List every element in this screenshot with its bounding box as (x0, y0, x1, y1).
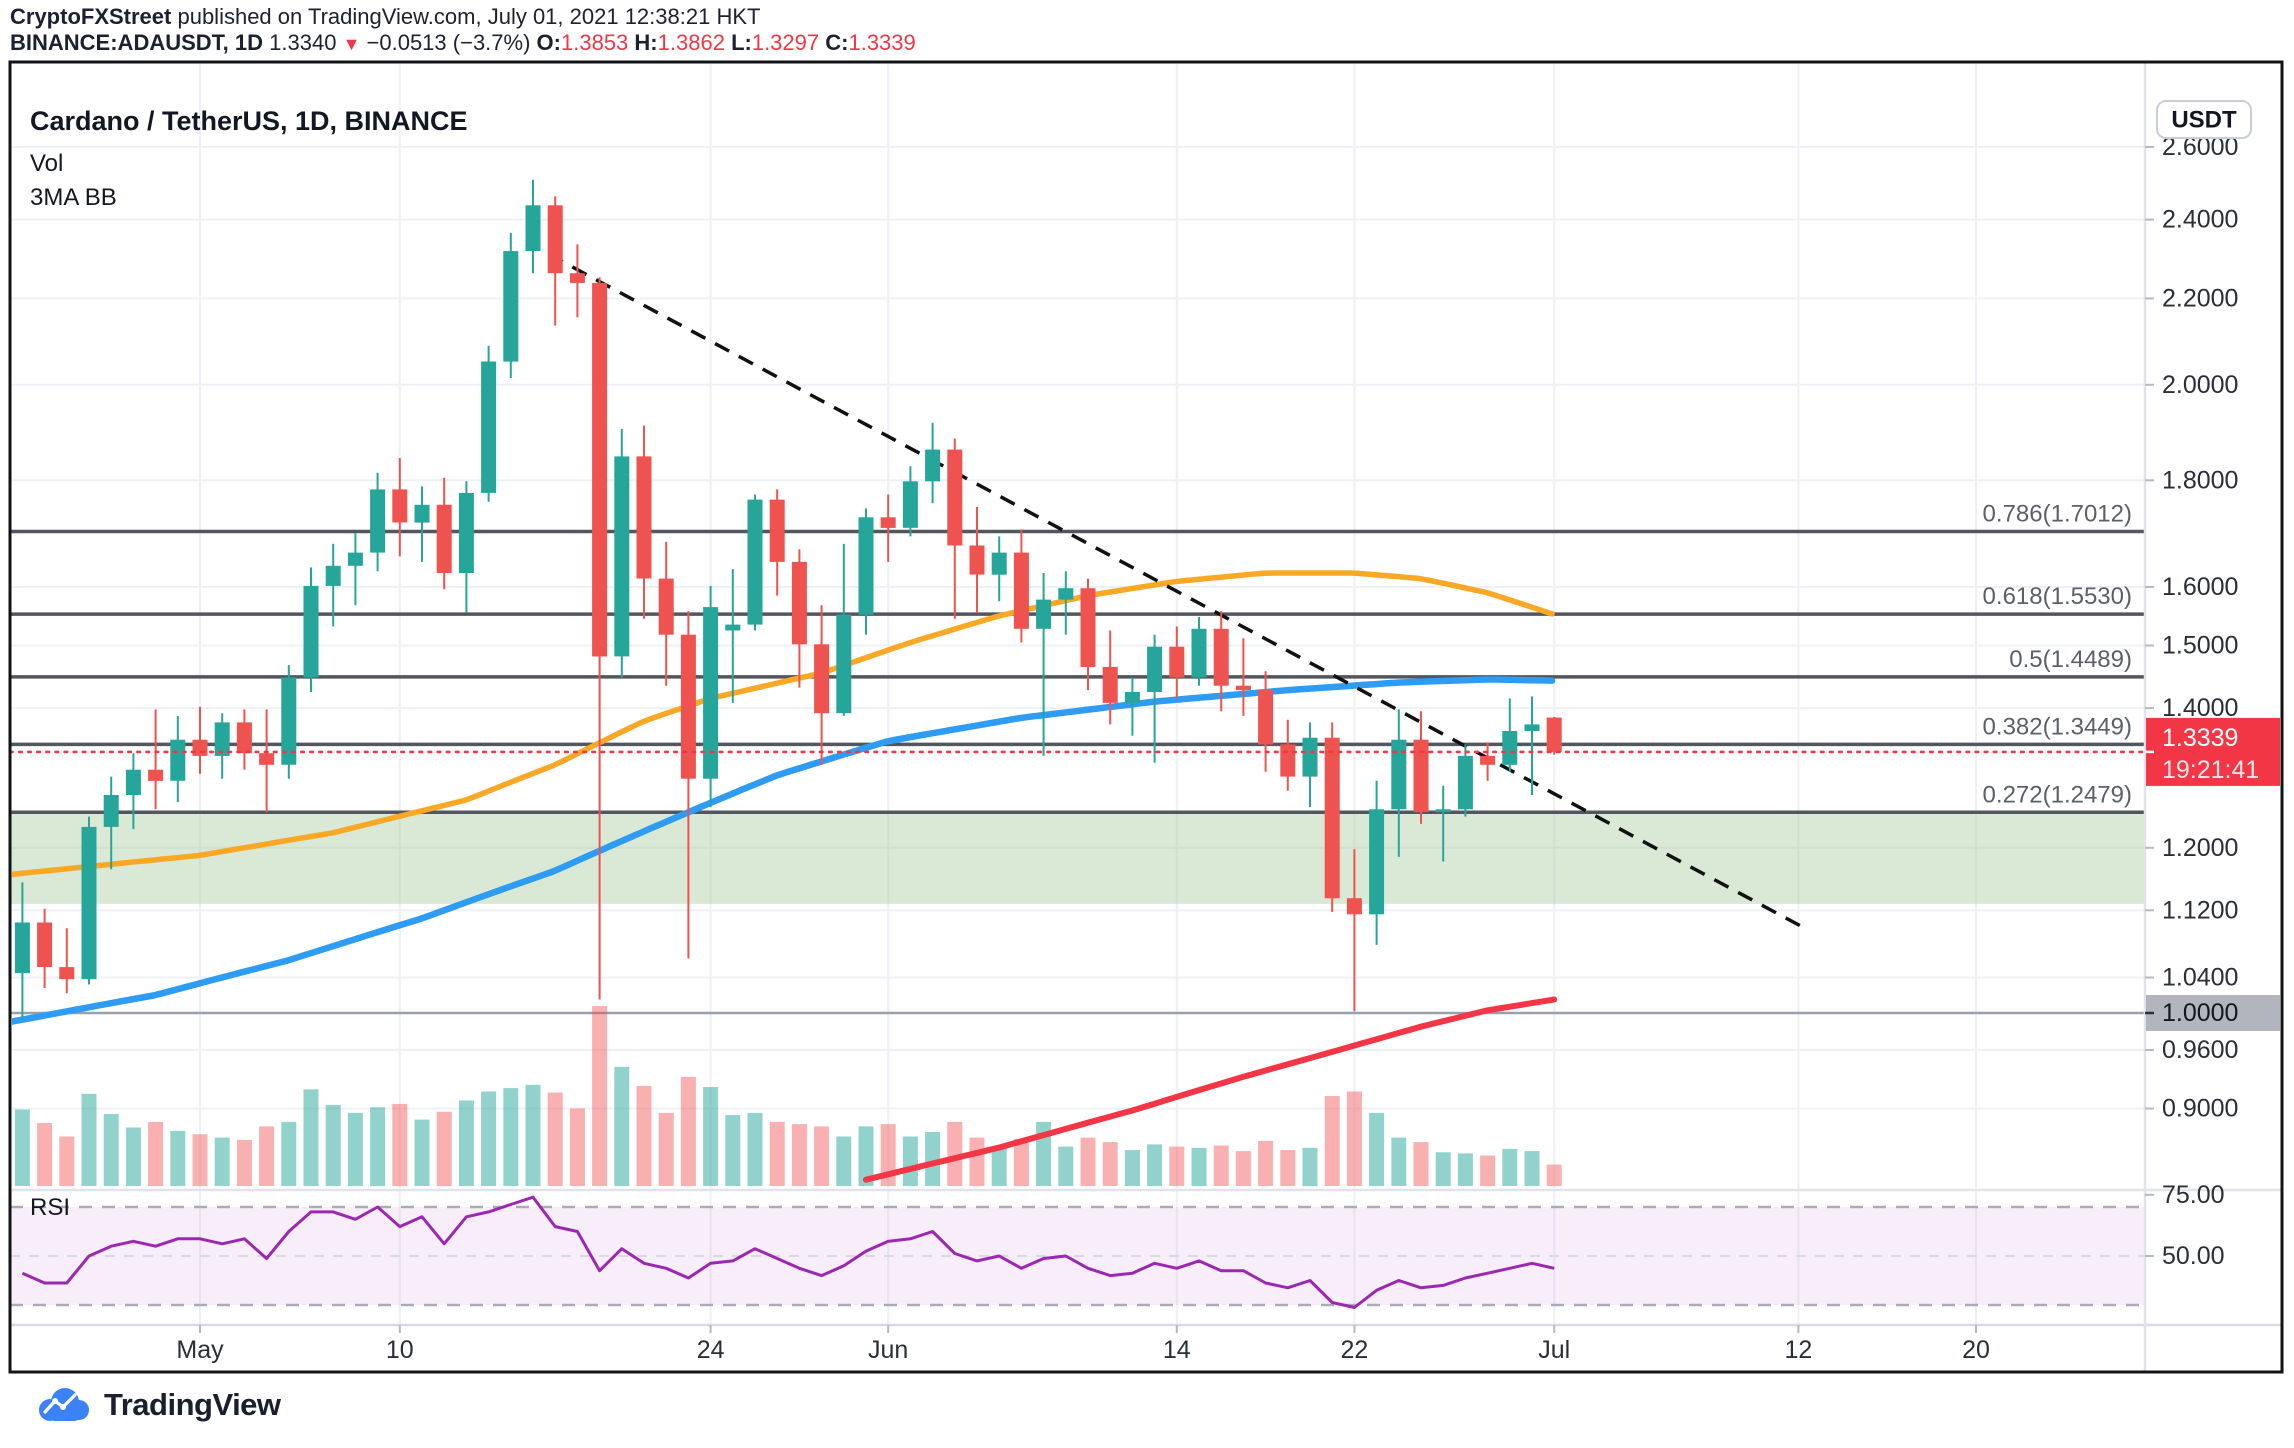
published-text: published on TradingView.com, July 01, 2… (171, 4, 761, 29)
fib-labels: 0.786(1.7012) 0.618(1.5530) 0.5(1.4489) 0.3… (1983, 501, 2132, 809)
psych-level-badge: 1.0000 (2145, 995, 2280, 1031)
svg-text:1.4000: 1.4000 (2162, 694, 2238, 722)
svg-text:1.3339: 1.3339 (2162, 724, 2238, 752)
close-value: 1.3339 (848, 30, 916, 55)
price-gridlines (10, 146, 2145, 1110)
svg-text:0.618(1.5530): 0.618(1.5530) (1983, 583, 2132, 610)
descending-trendline[interactable] (547, 252, 1811, 933)
close-label: C: (825, 30, 849, 55)
svg-text:1.0000: 1.0000 (2162, 999, 2238, 1027)
svg-text:1.2000: 1.2000 (2162, 834, 2238, 862)
ma-red-line[interactable] (863, 996, 1558, 1183)
svg-text:1.6000: 1.6000 (2162, 573, 2238, 601)
svg-text:USDT: USDT (2171, 107, 2237, 134)
price-axis[interactable]: 2.60002.40002.20002.00001.80001.60001.50… (2145, 133, 2238, 1123)
rsi-line (21, 1195, 1555, 1309)
legend-ma-bb-indicator[interactable]: 3MA BB (30, 184, 117, 211)
legend-rsi-indicator[interactable]: RSI (30, 1194, 71, 1221)
time-axis[interactable]: May 10 24 Jun 14 22 Jul 12 20 (176, 1325, 1990, 1364)
low-value: 1.3297 (751, 30, 820, 55)
rsi-axis[interactable]: 75.00 50.00 (2145, 1181, 2225, 1270)
publisher-name: CryptoFXStreet (10, 4, 172, 29)
low-label: L: (731, 30, 752, 55)
svg-text:0.5(1.4489): 0.5(1.4489) (2009, 646, 2132, 673)
tradingview-cloud-icon (39, 1388, 89, 1421)
ma-yellow-line[interactable] (9, 570, 1555, 878)
tradingview-logo[interactable]: TradingView (36, 1386, 281, 1424)
fib-retracement-lines[interactable] (10, 529, 2145, 815)
svg-text:0.9600: 0.9600 (2162, 1036, 2238, 1064)
high-value: 1.3862 (657, 30, 725, 55)
svg-text:0.382(1.3449): 0.382(1.3449) (1983, 713, 2132, 740)
last-price-badge: 1.3339 19:21:41 (2145, 717, 2280, 786)
svg-text:24: 24 (697, 1336, 725, 1364)
ticker-change: −0.0513 (−3.7%) (366, 30, 531, 55)
svg-text:1.8000: 1.8000 (2162, 466, 2238, 494)
svg-text:1.0400: 1.0400 (2162, 964, 2238, 992)
svg-text:50.00: 50.00 (2162, 1242, 2225, 1270)
ticker-line: BINANCE:ADAUSDT, 1D 1.3340 ▼ −0.0513 (−3… (10, 30, 916, 57)
svg-text:22: 22 (1340, 1336, 1368, 1364)
svg-text:May: May (176, 1336, 224, 1364)
tradingview-wordmark: TradingView (104, 1387, 281, 1422)
ma-blue-line[interactable] (9, 676, 1556, 1025)
demand-zone (10, 812, 2145, 904)
chart-title: Cardano / TetherUS, 1D, BINANCE (30, 106, 468, 136)
volume-bars (14, 1006, 1562, 1187)
svg-text:0.272(1.2479): 0.272(1.2479) (1983, 781, 2132, 808)
svg-text:2.0000: 2.0000 (2162, 371, 2238, 399)
legend-volume-indicator[interactable]: Vol (30, 150, 64, 177)
candlesticks (14, 179, 1562, 1021)
pane-separators[interactable] (10, 62, 2282, 1372)
svg-text:2.2000: 2.2000 (2162, 284, 2238, 312)
open-label: O: (536, 30, 561, 55)
svg-text:0.9000: 0.9000 (2162, 1095, 2238, 1123)
chart-frame (8, 60, 2284, 1374)
down-arrow-icon: ▼ (342, 34, 361, 54)
bar-countdown: 19:21:41 (2162, 756, 2259, 784)
open-value: 1.3853 (561, 30, 629, 55)
currency-toggle-button[interactable]: USDT (2156, 100, 2252, 139)
ticker-symbol: BINANCE:ADAUSDT, 1D (10, 30, 264, 55)
ticker-last-price: 1.3340 (269, 30, 337, 55)
svg-text:Jun: Jun (868, 1336, 908, 1364)
rsi-pane[interactable] (10, 1195, 2145, 1309)
svg-text:14: 14 (1163, 1336, 1191, 1364)
attribution-line: CryptoFXStreet published on TradingView.… (10, 4, 760, 30)
svg-text:Jul: Jul (1538, 1336, 1570, 1364)
svg-text:12: 12 (1784, 1336, 1812, 1364)
svg-text:1.1200: 1.1200 (2162, 896, 2238, 924)
svg-text:0.786(1.7012): 0.786(1.7012) (1983, 501, 2132, 528)
svg-text:75.00: 75.00 (2162, 1181, 2225, 1209)
svg-text:1.5000: 1.5000 (2162, 632, 2238, 660)
svg-text:10: 10 (386, 1336, 414, 1364)
svg-text:2.4000: 2.4000 (2162, 206, 2238, 234)
svg-text:20: 20 (1962, 1336, 1990, 1364)
high-label: H: (634, 30, 658, 55)
